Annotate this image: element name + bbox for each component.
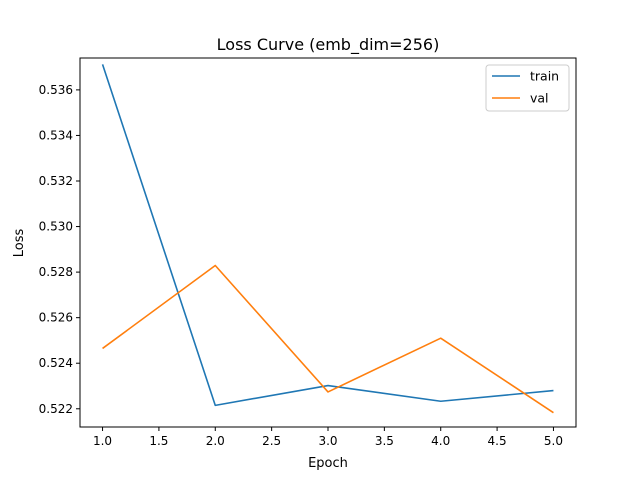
x-tick-label: 4.0 (431, 434, 450, 448)
x-tick-label: 2.0 (206, 434, 225, 448)
series-line-train (101, 64, 554, 407)
x-tick-label: 1.0 (93, 434, 112, 448)
chart-title: Loss Curve (emb_dim=256) (217, 35, 440, 55)
y-tick-label: 0.536 (39, 83, 73, 97)
legend-label-val: val (530, 91, 549, 106)
x-tick-label: 5.0 (544, 434, 563, 448)
y-tick-label: 0.528 (39, 265, 73, 279)
x-axis-label: Epoch (308, 456, 348, 471)
y-tick-label: 0.522 (39, 402, 73, 416)
x-axis: 1.0 1.5 2.0 2.5 3.0 3.5 4.0 4.5 5.0 (93, 427, 563, 448)
legend: train val (485, 64, 570, 112)
legend-label-train: train (530, 69, 559, 84)
series-line-val (102, 264, 554, 414)
y-tick-label: 0.532 (39, 174, 73, 188)
x-tick-label: 4.5 (488, 434, 507, 448)
plot-lines (101, 64, 554, 414)
y-tick-label: 0.530 (39, 220, 73, 234)
x-tick-label: 2.5 (262, 434, 281, 448)
y-axis-label: Loss (12, 229, 27, 258)
y-tick-label: 0.526 (39, 311, 73, 325)
x-tick-label: 1.5 (149, 434, 168, 448)
x-tick-label: 3.0 (318, 434, 337, 448)
y-tick-label: 0.534 (39, 128, 73, 142)
x-tick-label: 3.5 (375, 434, 394, 448)
y-axis: 0.522 0.524 0.526 0.528 0.530 0.532 0.534 0.536 (39, 83, 80, 416)
plot-frame (79, 57, 577, 428)
y-tick-label: 0.524 (39, 356, 73, 370)
